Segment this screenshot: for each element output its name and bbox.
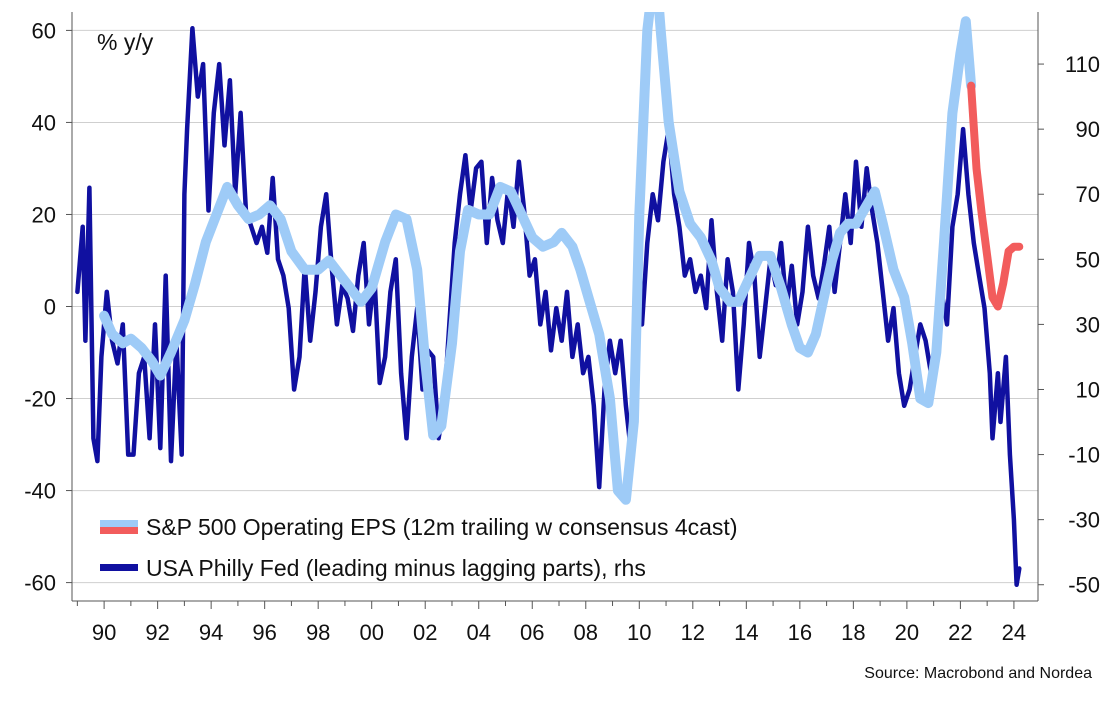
right-tick-label: 10 (1076, 377, 1100, 402)
legend: S&P 500 Operating EPS (12m trailing w co… (100, 514, 738, 581)
source-note: Source: Macrobond and Nordea (864, 665, 1092, 682)
right-tick-label: 110 (1065, 52, 1100, 77)
right-tick-label: 30 (1076, 312, 1100, 337)
left-tick-label: 0 (44, 295, 56, 320)
x-tick-label: 10 (627, 620, 651, 645)
legend-label-philly-fed: USA Philly Fed (leading minus lagging pa… (146, 555, 646, 581)
series-line-sp500-eps (99, 12, 977, 505)
x-tick-label: 04 (466, 620, 490, 645)
right-tick-label: -10 (1068, 443, 1100, 468)
x-tick-label: 22 (948, 620, 972, 645)
x-tick-label: 14 (734, 620, 758, 645)
x-tick-label: 96 (252, 620, 276, 645)
x-tick-label: 24 (1002, 620, 1026, 645)
right-tick-label: 50 (1076, 247, 1100, 272)
x-tick-label: 16 (788, 620, 812, 645)
x-tick-label: 18 (841, 620, 865, 645)
legend-swatch-philly-fed (100, 564, 138, 571)
right-tick-label: 90 (1076, 117, 1100, 142)
x-tick-label: 98 (306, 620, 330, 645)
left-tick-label: -20 (24, 387, 56, 412)
right-tick-label: -50 (1068, 573, 1100, 598)
x-tick-label: 20 (895, 620, 919, 645)
right-tick-label: -30 (1068, 508, 1100, 533)
left-tick-label: 20 (32, 202, 56, 227)
x-tick-label: 12 (681, 620, 705, 645)
x-tick-label: 02 (413, 620, 437, 645)
series-line-sp500-forecast (967, 81, 1024, 311)
right-tick-label: 70 (1076, 182, 1100, 207)
left-tick-label: 40 (32, 110, 56, 135)
tick-labels: 60 40 20 0 -20 -40 -60 110 90 70 50 30 10 -10 -30 -50 90… (24, 18, 1100, 645)
x-tick-label: 94 (199, 620, 223, 645)
x-tick-label: 00 (359, 620, 383, 645)
legend-swatch-eps-forecast (100, 527, 138, 534)
x-tick-label: 08 (574, 620, 598, 645)
left-tick-label: 60 (32, 18, 56, 43)
left-tick-label: -40 (24, 479, 56, 504)
x-tick-label: 90 (92, 620, 116, 645)
legend-swatch-eps (100, 520, 138, 527)
unit-label: % y/y (97, 29, 154, 55)
left-tick-label: -60 (24, 571, 56, 596)
x-tick-label: 06 (520, 620, 544, 645)
legend-label-eps: S&P 500 Operating EPS (12m trailing w co… (146, 514, 738, 540)
series-lines (75, 12, 1024, 587)
x-tick-label: 92 (145, 620, 169, 645)
